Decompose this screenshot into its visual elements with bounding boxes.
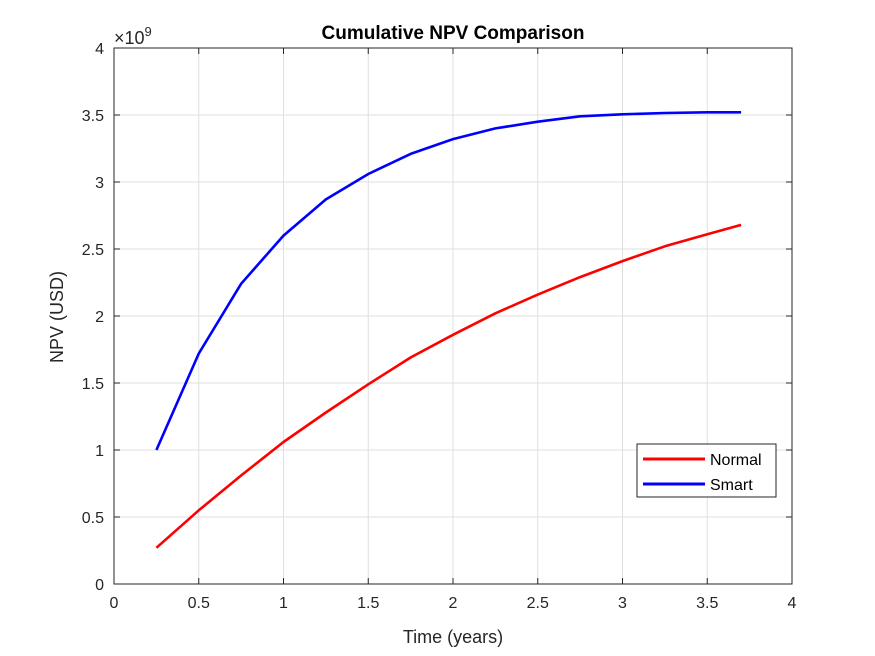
legend-label-normal: Normal — [710, 452, 762, 469]
series-line-smart — [155, 111, 742, 451]
y-tick-label: 1 — [95, 443, 104, 460]
y-tick-label: 2 — [95, 309, 104, 326]
y-tick-label: 0 — [95, 577, 104, 594]
y-tick-label: 0.5 — [82, 510, 104, 527]
y-tick-label: 3.5 — [82, 108, 104, 125]
series-line-normal — [155, 223, 742, 549]
y-axis-exponent: ×109 — [114, 24, 152, 48]
ticks: 0 0.5 1 1.5 2 2.5 3 3.5 4 0 0.5 1 1.5 2 2.5 3 3.5 4 — [82, 41, 797, 612]
y-tick-label: 4 — [95, 41, 104, 58]
x-tick-label: 1.5 — [357, 595, 379, 612]
x-tick-label: 2.5 — [527, 595, 549, 612]
y-axis-exponent-base: ×10 — [114, 28, 145, 48]
y-tick-label: 1.5 — [82, 376, 104, 393]
y-axis-exponent-power: 9 — [145, 24, 152, 39]
series-lines — [155, 111, 742, 549]
x-tick-label: 2 — [449, 595, 458, 612]
legend-box — [636, 443, 777, 498]
x-tick-label: 3.5 — [696, 595, 718, 612]
x-axis-label: Time (years) — [403, 627, 503, 647]
legend: Normal Smart — [636, 443, 777, 498]
x-tick-label: 4 — [788, 595, 797, 612]
y-tick-label: 2.5 — [82, 242, 104, 259]
y-axis-label: NPV (USD) — [47, 271, 67, 363]
legend-label-smart: Smart — [710, 477, 753, 494]
y-tick-label: 3 — [95, 175, 104, 192]
x-tick-label: 3 — [618, 595, 627, 612]
chart-title: Cumulative NPV Comparison — [322, 23, 585, 44]
x-tick-label: 0 — [110, 595, 119, 612]
x-tick-label: 0.5 — [188, 595, 210, 612]
x-tick-label: 1 — [279, 595, 288, 612]
